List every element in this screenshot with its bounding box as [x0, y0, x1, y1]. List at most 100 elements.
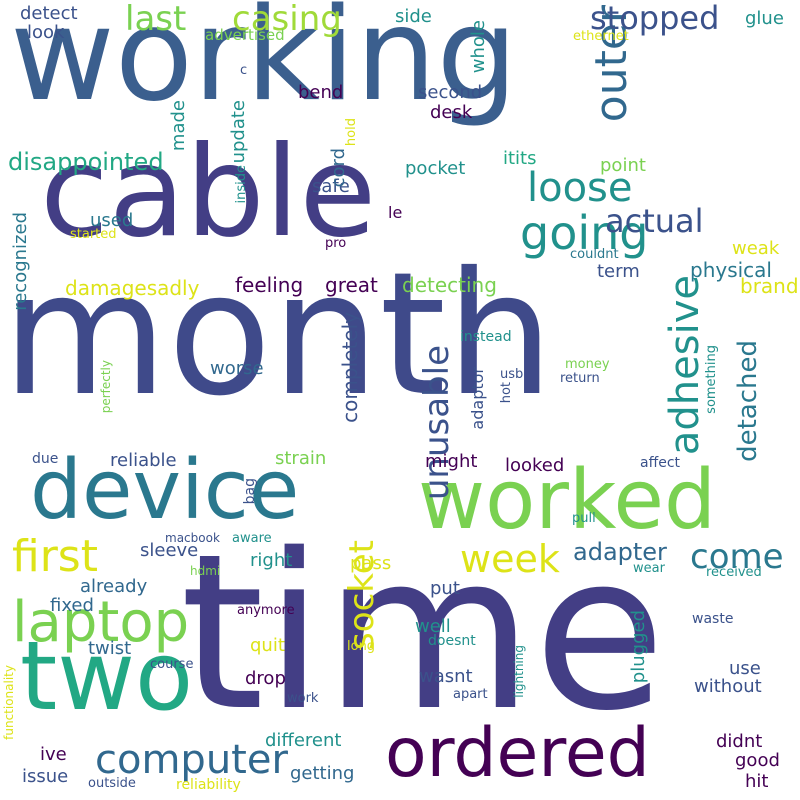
word-hold: hold	[344, 118, 359, 147]
word-worse: worse	[210, 358, 264, 379]
word-unusable: unusable	[417, 345, 457, 501]
word-hot: hot	[499, 382, 514, 404]
word-twist: twist	[88, 638, 132, 659]
word-well: well	[415, 616, 451, 637]
word-quit: quit	[250, 635, 285, 656]
word-didnt: didnt	[716, 731, 763, 752]
word-week: week	[460, 537, 560, 581]
word-completely: completely	[338, 312, 362, 423]
word-getting: getting	[290, 763, 355, 784]
word-hit: hit	[745, 771, 769, 792]
word-device: device	[30, 443, 300, 538]
word-macbook: macbook	[165, 531, 220, 545]
word-looked: looked	[505, 455, 565, 476]
word-reliability: reliability	[176, 777, 241, 793]
word-different: different	[265, 730, 342, 751]
word-reliable: reliable	[110, 450, 177, 471]
word-desk: desk	[430, 102, 473, 123]
word-couldnt: couldnt	[570, 247, 619, 262]
word-hdmi: hdmi	[190, 564, 221, 578]
word-whole: whole	[468, 20, 489, 74]
word-perfectly: perfectly	[99, 360, 113, 414]
word-glue: glue	[745, 8, 784, 29]
word-detect: detect	[20, 3, 78, 24]
word-usb: usb	[500, 367, 524, 382]
word-itits: itits	[503, 148, 537, 169]
word-pass: pass	[350, 553, 392, 574]
word-something: something	[704, 345, 719, 414]
word-apart: apart	[453, 687, 488, 702]
word-due: due	[32, 451, 59, 467]
word-damagesadly: damagesadly	[65, 276, 200, 300]
word-received: received	[706, 565, 762, 580]
word-month: month	[2, 236, 554, 434]
word-doesnt: doesnt	[428, 633, 476, 649]
word-feeling: feeling	[235, 273, 304, 297]
word-weak: weak	[732, 238, 780, 259]
word-update: update	[228, 100, 249, 164]
word-wear: wear	[633, 561, 665, 576]
word-ordered: ordered	[385, 714, 650, 793]
word-return: return	[560, 371, 600, 386]
word-already: already	[80, 576, 148, 597]
word-physical: physical	[690, 258, 772, 282]
word-adhesive: adhesive	[662, 275, 708, 456]
word-functionality: functionality	[2, 665, 16, 740]
word-great: great	[325, 273, 378, 297]
word-cable: cable	[40, 120, 377, 265]
word-cord: cord	[328, 148, 349, 188]
word-issue: issue	[22, 766, 69, 787]
word-side: side	[395, 6, 432, 27]
word-right: right	[250, 550, 293, 571]
word-brand: brand	[740, 274, 799, 298]
word-ive: ive	[40, 744, 67, 765]
word-second: second	[418, 82, 483, 103]
word-lightning: lightning	[512, 645, 526, 698]
word-affect: affect	[640, 455, 681, 471]
word-good: good	[735, 750, 780, 771]
word-use: use	[729, 658, 761, 679]
word-going: going	[520, 206, 649, 260]
word-bend: bend	[298, 82, 344, 103]
word-pro: pro	[325, 236, 347, 251]
word-used: used	[90, 210, 134, 231]
word-casing: casing	[232, 0, 342, 39]
word-laptop: laptop	[12, 590, 190, 655]
word-made: made	[168, 100, 189, 152]
word-course: course	[150, 657, 194, 672]
word-might: might	[425, 451, 478, 472]
word-fixed: fixed	[50, 595, 94, 616]
word-disappointed: disappointed	[8, 148, 164, 176]
word-computer: computer	[95, 737, 288, 783]
word-detached: detached	[733, 340, 763, 462]
word-advertised: advertised	[205, 26, 285, 44]
word-plugged: plugged	[628, 610, 649, 684]
word-ethernet: ethernet	[573, 29, 629, 44]
word-detecting: detecting	[402, 273, 497, 297]
word-long: long	[347, 639, 376, 654]
word-time: time	[180, 507, 666, 758]
word-outside: outside	[88, 776, 136, 791]
word-look: look	[27, 22, 65, 43]
word-loose: loose	[527, 165, 633, 211]
word-instead: instead	[460, 329, 512, 345]
word-actual: actual	[605, 202, 704, 240]
word-point: point	[600, 155, 646, 176]
word-without: without	[694, 676, 762, 697]
word-stopped: stopped	[590, 0, 720, 37]
word-adapter: adapter	[573, 538, 667, 566]
word-c: c	[240, 63, 248, 78]
word-inside: inside	[234, 165, 249, 204]
word-safe: safe	[312, 176, 350, 197]
word-adaptor: adaptor	[468, 367, 487, 430]
word-le: le	[388, 203, 403, 222]
word-put: put	[430, 578, 460, 599]
word-bag: bag	[242, 478, 258, 505]
word-last: last	[125, 0, 187, 39]
word-strain: strain	[275, 448, 327, 469]
word-money: money	[565, 357, 610, 372]
word-first: first	[12, 531, 98, 582]
word-term: term	[597, 261, 640, 282]
word-worked: worked	[418, 453, 717, 548]
